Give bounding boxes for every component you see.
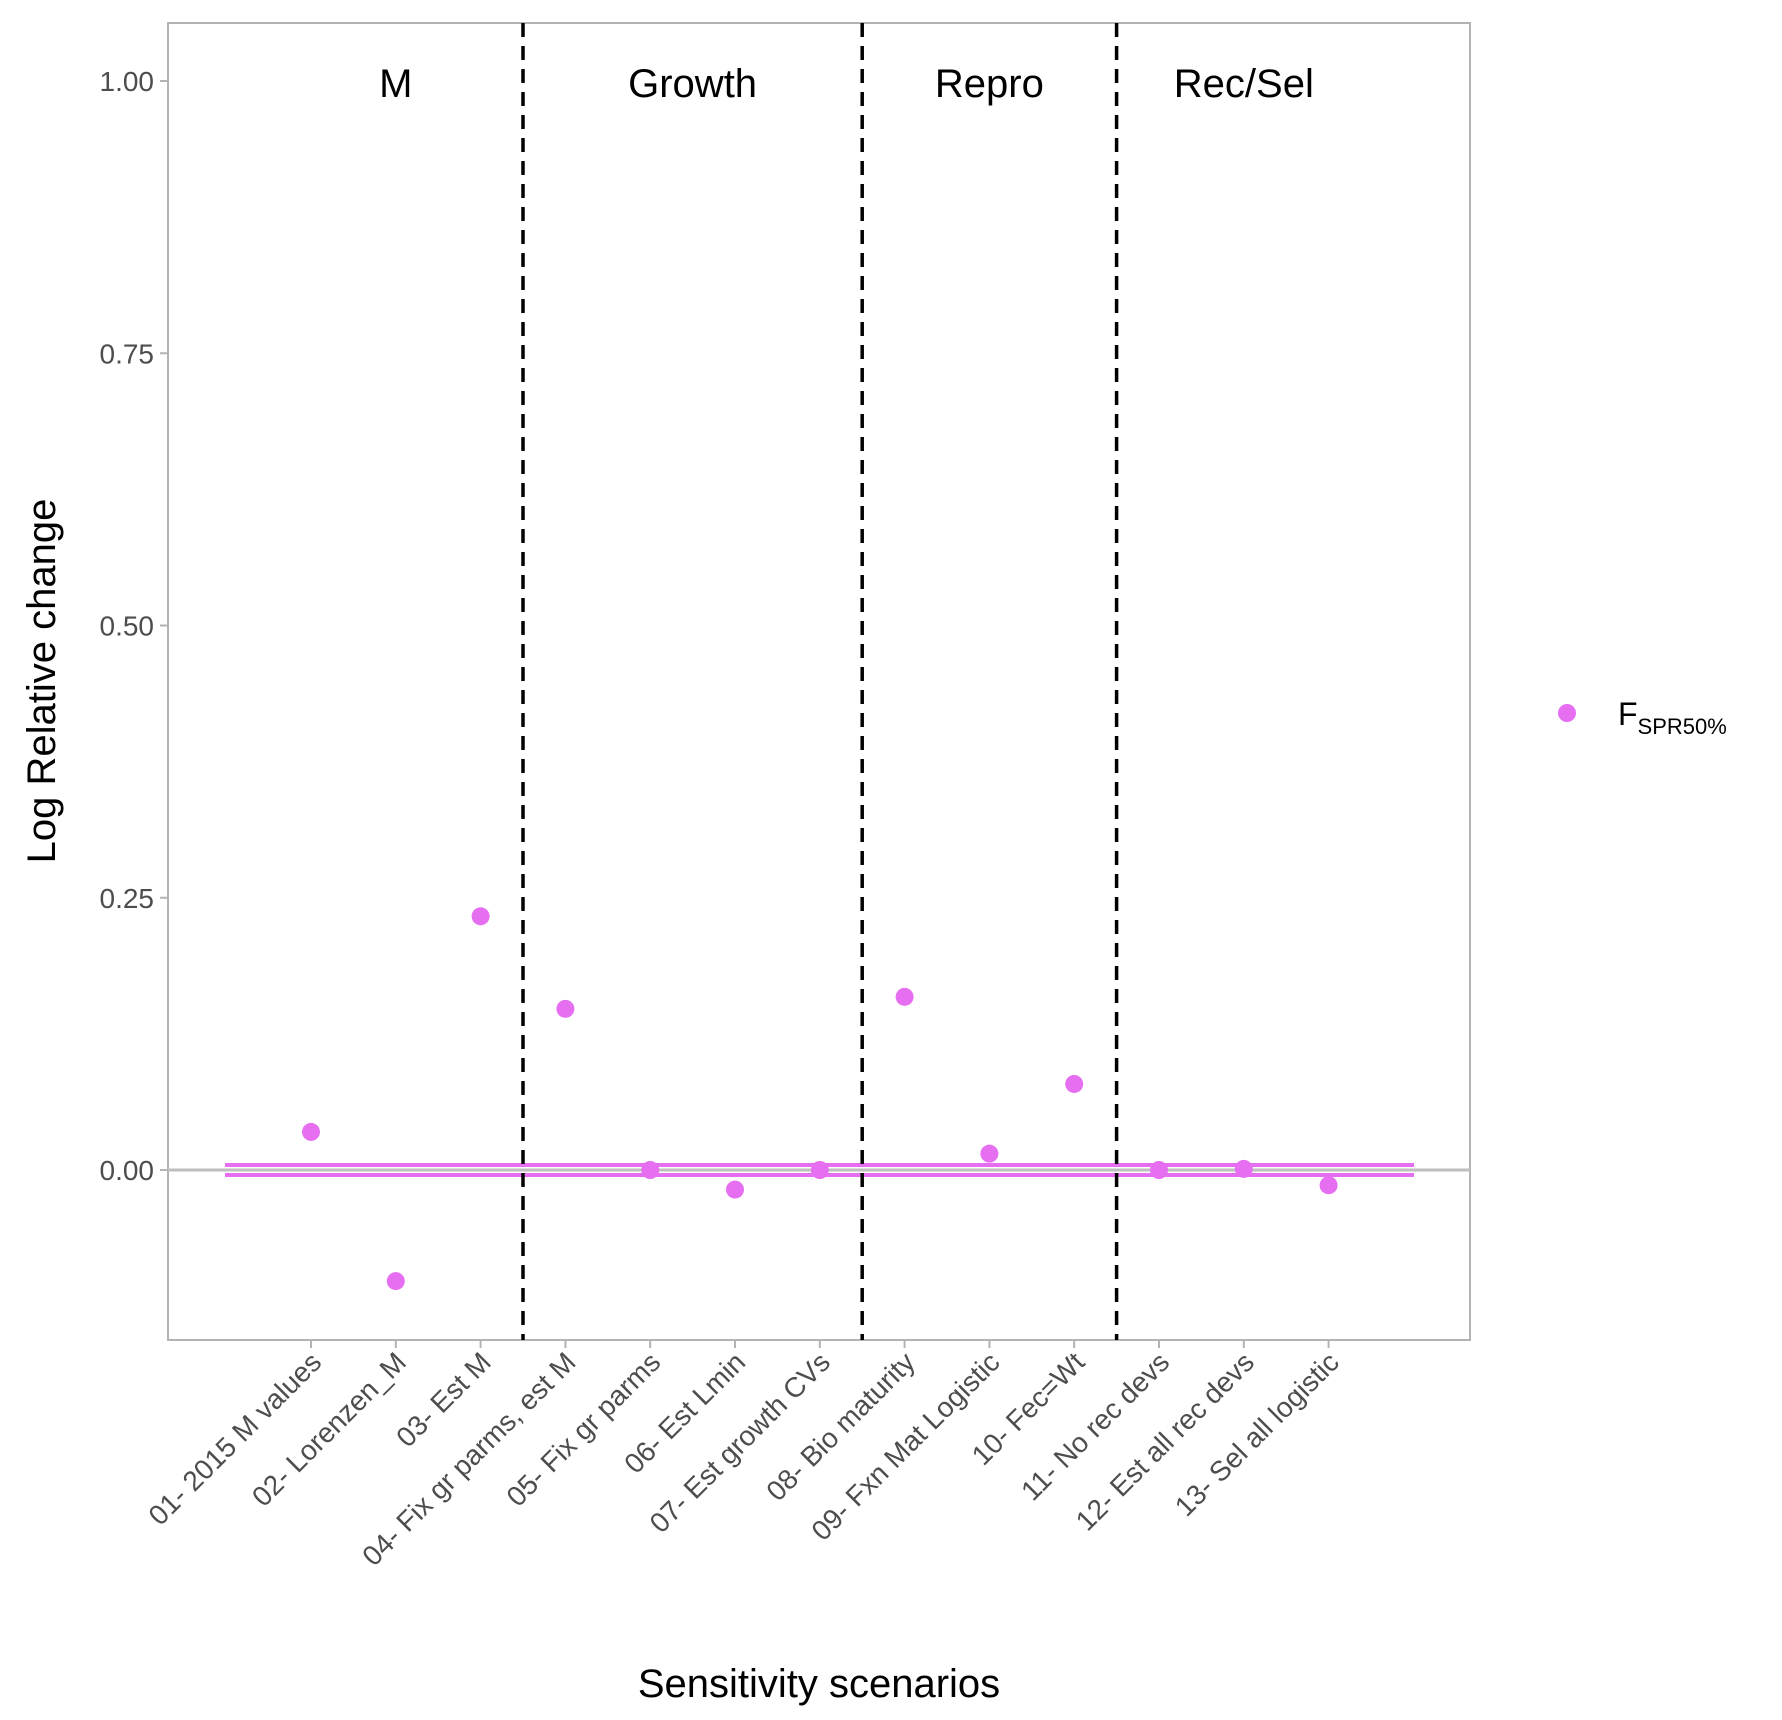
data-point (980, 1144, 999, 1163)
data-point (726, 1180, 744, 1199)
data-point (641, 1161, 660, 1179)
y-axis-title: Log Relative change (20, 499, 64, 864)
data-point (1234, 1159, 1253, 1178)
legend-label-main: F (1618, 696, 1638, 732)
data-point (556, 999, 575, 1018)
data-point (386, 1272, 405, 1291)
legend-label-subscript: SPR50% (1638, 714, 1727, 739)
y-axis: 0.00 0.25 0.50 0.75 1.00 (100, 66, 168, 1186)
data-point (1319, 1176, 1338, 1195)
group-dividers (521, 23, 1119, 1340)
group-label: Repro (935, 62, 1044, 106)
x-tick-label: 05- Fix gr parms (500, 1346, 666, 1512)
legend-marker (1558, 704, 1576, 722)
group-labels: M Growth Repro Rec/Sel (379, 62, 1314, 106)
group-label: Growth (628, 62, 757, 106)
legend-label: FSPR50% (1618, 696, 1727, 739)
data-point (895, 987, 914, 1006)
y-tick-label: 0.00 (100, 1155, 155, 1186)
legend: FSPR50% (1558, 696, 1727, 739)
y-tick-label: 0.25 (100, 883, 155, 914)
y-tick-label: 0.75 (100, 338, 155, 369)
data-point (810, 1161, 829, 1179)
group-label: Rec/Sel (1174, 62, 1314, 106)
data-points (302, 907, 1338, 1291)
x-tick-label: 11- No rec devs (1015, 1346, 1175, 1506)
data-point (1150, 1161, 1168, 1179)
group-label: M (379, 62, 412, 106)
y-tick-label: 1.00 (100, 66, 155, 97)
x-tick-label: 08- Bio maturity (760, 1346, 921, 1507)
x-tick-label: 02- Lorenzen_M (246, 1346, 412, 1512)
y-tick-label: 0.50 (100, 611, 155, 642)
data-point (302, 1122, 320, 1141)
x-axis-title: Sensitivity scenarios (638, 1662, 1000, 1706)
data-point (471, 907, 490, 926)
data-point (1065, 1074, 1084, 1093)
plot-panel (167, 22, 1471, 1341)
x-tick-label: 13- Sel all logistic (1169, 1346, 1345, 1522)
